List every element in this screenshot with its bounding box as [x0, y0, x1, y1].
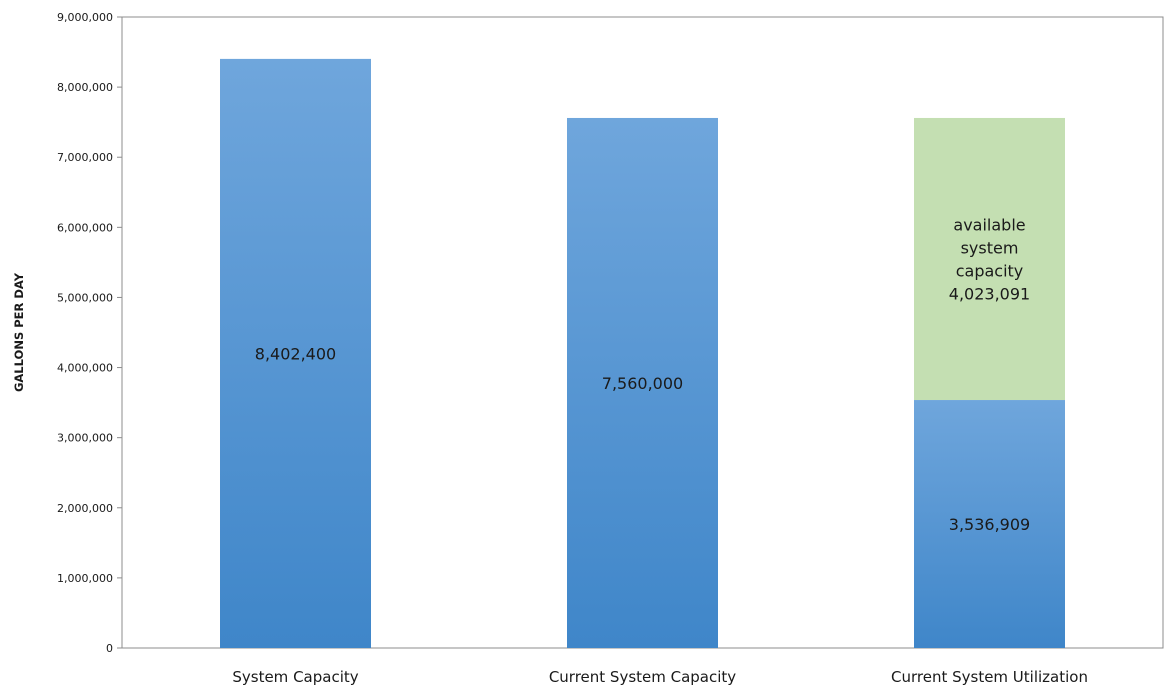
data-labels: 8,402,400 7,560,000 3,536,909 available syst… [255, 215, 1030, 534]
y-tick-label: 4,000,000 [57, 362, 113, 375]
x-category-label: System Capacity [232, 668, 358, 686]
x-category-label: Current System Utilization [891, 668, 1088, 686]
x-category-label: Current System Capacity [549, 668, 736, 686]
bar-value-label: 7,560,000 [602, 374, 683, 393]
axes: 0 1,000,000 2,000,000 3,000,000 4,000,000 5,0… [12, 11, 1164, 686]
y-tick-label: 3,000,000 [57, 432, 113, 445]
y-tick-label: 1,000,000 [57, 572, 113, 585]
y-tick-label: 0 [106, 642, 113, 655]
y-tick-label: 6,000,000 [57, 221, 113, 234]
bar-value-label: 3,536,909 [949, 515, 1030, 534]
y-tick-label: 2,000,000 [57, 502, 113, 515]
bar-segment-utilized [220, 58, 371, 649]
y-axis-title: GALLONS PER DAY [12, 272, 26, 392]
bar-value-label: 8,402,400 [255, 344, 336, 363]
bar-segment-available [914, 117, 1065, 401]
bar-segment-utilized [567, 117, 718, 648]
y-tick-label: 5,000,000 [57, 291, 113, 304]
y-tick-label: 9,000,000 [57, 11, 113, 24]
bar-segment-utilized [914, 400, 1065, 648]
y-tick-label: 8,000,000 [57, 81, 113, 94]
y-tick-label: 7,000,000 [57, 151, 113, 164]
bar-available-label: available system capacity 4,023,091 [949, 215, 1030, 303]
bars [220, 58, 1065, 649]
